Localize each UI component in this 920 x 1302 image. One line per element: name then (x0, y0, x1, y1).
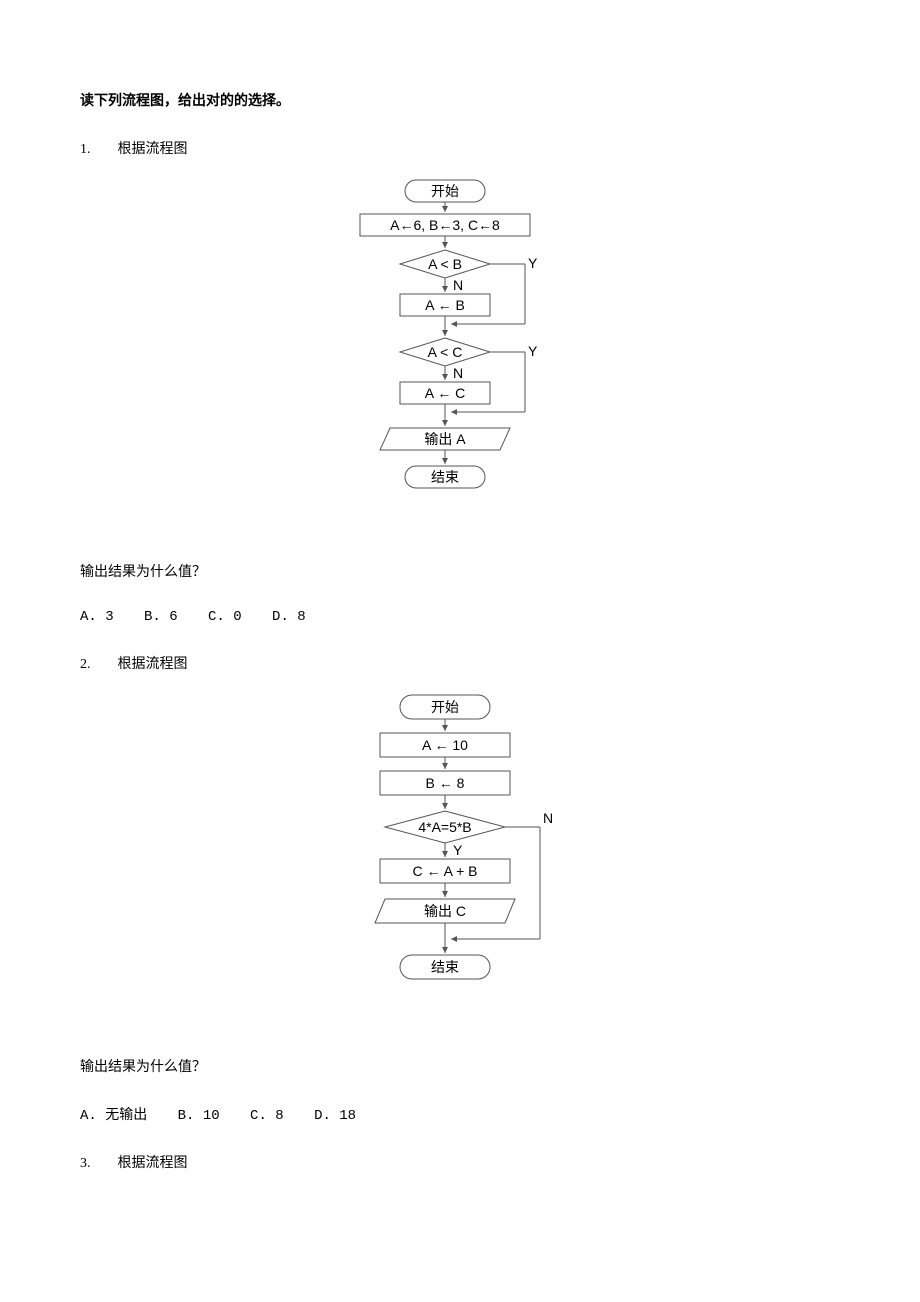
svg-text:B ← 8: B ← 8 (426, 775, 465, 791)
q1-flowchart: 开始 A←6, B←3, C←8 A < B N Y A ← B A < C N… (80, 176, 840, 521)
svg-text:A ← 10: A ← 10 (422, 737, 468, 753)
svg-text:开始: 开始 (431, 699, 459, 715)
svg-text:N: N (453, 277, 463, 293)
q2-opt-b: B. 10 (178, 1108, 220, 1124)
page-title: 读下列流程图，给出对的的选择。 (80, 90, 840, 110)
q1-opt-c: C. 0 (208, 609, 242, 625)
q2-num: 2. (80, 657, 114, 673)
svg-text:Y: Y (528, 255, 538, 271)
q1-num: 1. (80, 142, 114, 158)
svg-text:4*A=5*B: 4*A=5*B (418, 819, 471, 835)
svg-text:A ← B: A ← B (425, 297, 465, 313)
svg-text:结束: 结束 (431, 469, 459, 485)
q2-flowchart: 开始 A ← 10 B ← 8 4*A=5*B Y N C ← A + B 输出… (80, 691, 840, 1016)
svg-text:输出 A: 输出 A (424, 431, 466, 447)
svg-text:A←6, B←3, C←8: A←6, B←3, C←8 (390, 217, 500, 233)
svg-text:A < C: A < C (428, 344, 463, 360)
q2-opt-c: C. 8 (250, 1108, 284, 1124)
q1-result-question: 输出结果为什么值？ (80, 561, 840, 581)
svg-text:Y: Y (528, 343, 538, 359)
q2-options: A. 无输出 B. 10 C. 8 D. 18 (80, 1104, 840, 1124)
svg-text:N: N (453, 365, 463, 381)
q1-opt-a: A. 3 (80, 609, 114, 625)
q3-prompt: 3. 根据流程图 (80, 1152, 840, 1172)
q1-prompt: 1. 根据流程图 (80, 138, 840, 158)
q2-opt-a: A. 无输出 (80, 1108, 147, 1124)
q3-text: 根据流程图 (118, 1156, 188, 1171)
q2-prompt: 2. 根据流程图 (80, 653, 840, 673)
q2-text: 根据流程图 (118, 657, 188, 672)
q2-result-question: 输出结果为什么值？ (80, 1056, 840, 1076)
svg-text:开始: 开始 (431, 183, 459, 199)
q2-opt-d: D. 18 (314, 1108, 356, 1124)
svg-text:C ← A + B: C ← A + B (413, 863, 478, 879)
svg-text:结束: 结束 (431, 959, 459, 975)
q1-text: 根据流程图 (118, 142, 188, 157)
q1-opt-b: B. 6 (144, 609, 178, 625)
q1-options: A. 3 B. 6 C. 0 D. 8 (80, 609, 840, 625)
q3-num: 3. (80, 1156, 114, 1172)
q1-opt-d: D. 8 (272, 609, 306, 625)
svg-text:N: N (543, 810, 553, 826)
svg-text:A ← C: A ← C (425, 385, 465, 401)
svg-text:Y: Y (453, 842, 463, 858)
svg-text:输出 C: 输出 C (424, 903, 466, 919)
svg-text:A < B: A < B (428, 256, 462, 272)
